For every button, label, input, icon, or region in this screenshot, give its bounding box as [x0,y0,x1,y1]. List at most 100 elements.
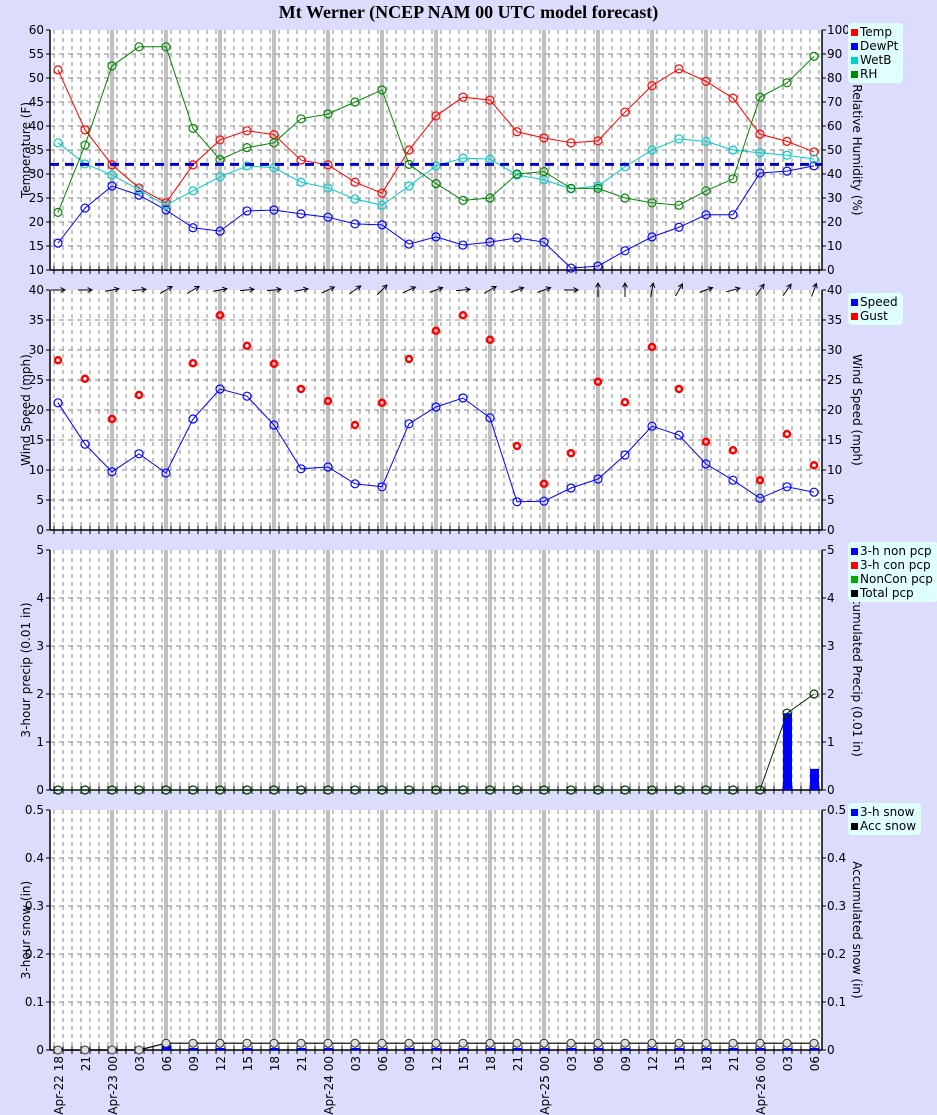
wind-arrow-icon [294,288,308,292]
speed-marker [485,413,495,423]
y-tick-label: 60 [29,23,44,37]
legend-label: NonCon pcp [860,572,933,586]
legend-label: 3-h non pcp [860,544,932,558]
legend-label: DewPt [860,39,899,53]
wetb-marker [323,183,333,193]
rh-marker [242,143,252,153]
speed-marker [350,479,360,489]
gust-marker [512,441,522,451]
speed-marker [53,398,63,408]
y-axis-label-right: Relative Humidity (%) [850,84,864,215]
y-tick-label: 5 [36,493,44,507]
x-tick-label: Apr-23 00 [106,1056,120,1115]
total-precip-marker [80,785,90,795]
wind-arrow-icon [726,287,740,293]
wind-arrowhead-icon [382,284,388,290]
gust-marker [593,377,603,387]
total-precip-marker [377,785,387,795]
wetb-marker [296,177,306,187]
total-precip-marker [512,785,522,795]
x-tick-label: 03 [349,1056,363,1071]
acc-snow-marker [728,1038,738,1048]
wind-arrow-icon [429,287,443,293]
wind-arrowhead-icon [355,285,362,291]
x-tick-label: 12 [646,1056,660,1071]
snow-bar [297,1048,306,1050]
y-tick-label-right: 10 [827,463,842,477]
y-axis-label: Wind Speed (mph) [19,354,33,466]
wetb-marker [593,181,603,191]
dewpt-marker [566,263,576,273]
gust-marker [269,359,279,369]
acc-snow-marker [755,1038,765,1048]
dewpt-marker [350,219,360,229]
y-tick-label: 0 [36,1043,44,1057]
wind-arrowhead-icon [60,287,67,293]
y-tick-label-right: 15 [827,433,842,447]
rh-marker [431,179,441,189]
y-tick-label-right: 50 [827,143,842,157]
x-tick-label: 03 [565,1056,579,1071]
y-tick-label-right: 2 [827,687,835,701]
x-tick-label: 21 [295,1056,309,1071]
wetb-marker [809,154,819,164]
dewpt-marker [701,210,711,220]
y-tick-label: 0.4 [25,851,44,865]
speed-marker [539,496,549,506]
wind-arrow-icon [510,287,524,293]
x-tick-label: 15 [241,1056,255,1071]
temp-marker [593,136,603,146]
total-precip-marker [566,785,576,795]
x-tick-label: Apr-26 00 [754,1056,768,1115]
total-precip-marker [215,785,225,795]
speed-marker [323,462,333,472]
dewpt-marker [728,210,738,220]
dewpt-marker [458,240,468,250]
total-precip-marker [350,785,360,795]
temp-marker [80,125,90,135]
wind-arrow-icon [483,286,497,294]
wind-arrowhead-icon [167,285,173,292]
total-precip-marker [134,785,144,795]
dewpt-marker [161,205,171,215]
wind-arrow-icon [239,288,255,292]
legend-item: 3-h non pcp [851,544,933,558]
wind-arrowhead-icon [545,286,552,292]
wind-arrow-icon [213,288,227,292]
speed-marker [242,391,252,401]
wetb-marker [404,181,414,191]
legend-item: Temp [851,25,898,39]
speed-marker [188,414,198,424]
legend-label: RH [860,67,878,81]
speed-marker [431,402,441,412]
snow-bar [702,1048,711,1050]
wetb-marker [134,185,144,195]
wetb-marker [161,200,171,210]
wind-arrowhead-icon [194,285,200,292]
speed-marker [782,482,792,492]
acc-snow-marker [215,1038,225,1048]
wind-arrowhead-icon [649,282,656,289]
wind-arrowhead-icon [707,286,714,292]
y-tick-label: 40 [29,283,44,297]
legend-swatch-icon [851,575,858,583]
temp-marker [296,155,306,165]
x-tick-label: 09 [619,1056,633,1071]
speed-marker [134,449,144,459]
y-axis-label-right: Accumulated snow (in) [850,861,864,998]
gust-marker [782,429,792,439]
legend-wind: Speed Gust [848,293,903,325]
gust-marker [242,341,252,351]
x-tick-label: 12 [430,1056,444,1071]
gust-marker [134,390,144,400]
y-tick-label-right: 3 [827,639,835,653]
legend-label: Speed [860,295,898,309]
rh-marker [188,123,198,133]
dewpt-marker [755,168,765,178]
total-precip-marker [323,785,333,795]
acc-snow-marker [620,1038,630,1048]
x-tick-label: Apr-22 18 [52,1056,66,1115]
acc-snow-marker [134,1045,144,1055]
acc-snow-marker [350,1038,360,1048]
wetb-marker [701,136,711,146]
